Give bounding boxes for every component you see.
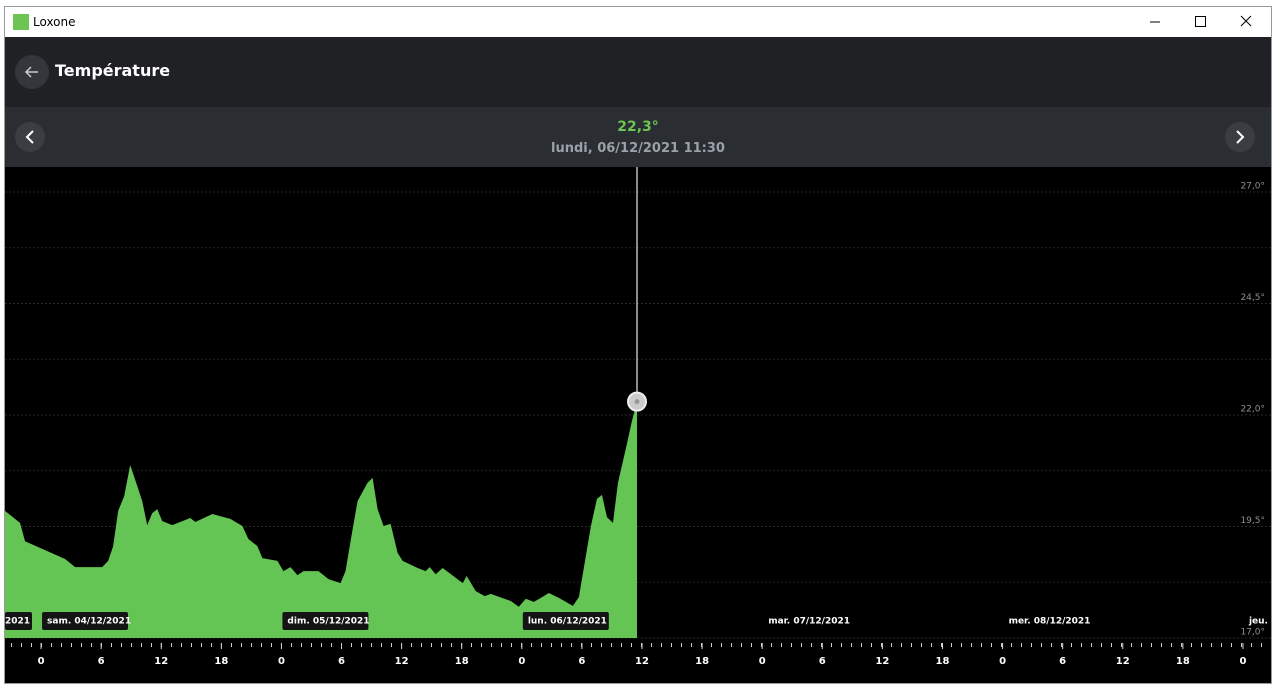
day-label: lun. 06/12/2021	[522, 612, 609, 630]
x-tick-label: 0	[518, 656, 525, 667]
day-label-text: mer. 08/12/2021	[1009, 617, 1091, 627]
day-label-box	[282, 612, 369, 630]
day-label: jeu. 09/12/2021	[1248, 617, 1271, 627]
x-tick-label: 6	[98, 656, 105, 667]
day-label-box	[5, 612, 32, 630]
y-tick-label: 17,0°	[1240, 628, 1265, 638]
x-tick-label: 0	[759, 656, 766, 667]
cursor-dot	[634, 399, 640, 405]
y-tick-label: 24,5°	[1240, 293, 1265, 303]
window-title: Loxone	[33, 15, 76, 29]
x-tick-label: 18	[695, 656, 709, 667]
x-tick-label: 6	[819, 656, 826, 667]
y-tick-label: 19,5°	[1240, 516, 1265, 526]
day-label: sam. 04/12/2021	[42, 612, 131, 630]
x-tick-label: 18	[455, 656, 469, 667]
back-button[interactable]	[15, 52, 55, 92]
title-bar-icons	[13, 14, 1252, 30]
page-title: Température	[55, 61, 171, 80]
maximize[interactable]	[1195, 16, 1206, 27]
chart: 27,0° 24,5° 22,0° 19,5° 17,0° 2021 sam. 04/12/…	[5, 167, 1271, 667]
app-icon	[13, 14, 29, 30]
x-tick-label: 18	[214, 656, 228, 667]
x-tick-label: 0	[278, 656, 285, 667]
day-label-text: sam. 04/12/2021	[47, 617, 131, 627]
x-tick-label: 12	[154, 656, 168, 667]
title-bar: Loxone	[5, 7, 1271, 37]
x-tick-label: 12	[635, 656, 649, 667]
x-tick-label: 0	[38, 656, 45, 667]
minor-ticks	[5, 643, 1271, 647]
day-label: 2021	[5, 612, 32, 630]
day-label: mar. 07/12/2021	[768, 617, 850, 627]
day-label-text: dim. 05/12/2021	[287, 617, 369, 627]
y-tick-label: 27,0°	[1240, 182, 1265, 192]
x-tick-label: 12	[875, 656, 889, 667]
x-tick-label: 18	[1176, 656, 1190, 667]
x-tick-label: 6	[578, 656, 585, 667]
next-button[interactable]	[1225, 121, 1257, 153]
day-label: dim. 05/12/2021	[282, 612, 370, 630]
day-label-text: jeu. 09/12/2021	[1248, 617, 1271, 627]
area	[5, 401, 637, 638]
x-tick-label: 0	[1239, 656, 1246, 667]
x-tick-label: 6	[1059, 656, 1066, 667]
day-label-text: lun. 06/12/2021	[528, 617, 607, 627]
header: Température	[5, 37, 1271, 107]
x-tick-label: 12	[1116, 656, 1130, 667]
day-label-text: mar. 07/12/2021	[768, 617, 850, 627]
day-label-box	[42, 612, 129, 630]
x-tick-label: 6	[338, 656, 345, 667]
x-tick-label: 18	[936, 656, 950, 667]
close[interactable]	[1240, 15, 1252, 27]
day-label-box	[522, 612, 609, 630]
x-tick-label: 0	[999, 656, 1006, 667]
window: Loxone Température 22,3° lundi, 06/12/20…	[4, 6, 1272, 684]
day-label-text: 2021	[5, 617, 30, 627]
day-label: mer. 08/12/2021	[1009, 617, 1091, 627]
navigation-bar: 22,3° lundi, 06/12/2021 11:30	[5, 107, 1271, 167]
x-tick-label: 12	[395, 656, 409, 667]
prev-button[interactable]	[15, 121, 47, 153]
y-tick-label: 22,0°	[1240, 405, 1265, 415]
selected-date: lundi, 06/12/2021 11:30	[551, 141, 725, 156]
selected-value: 22,3°	[617, 119, 659, 135]
